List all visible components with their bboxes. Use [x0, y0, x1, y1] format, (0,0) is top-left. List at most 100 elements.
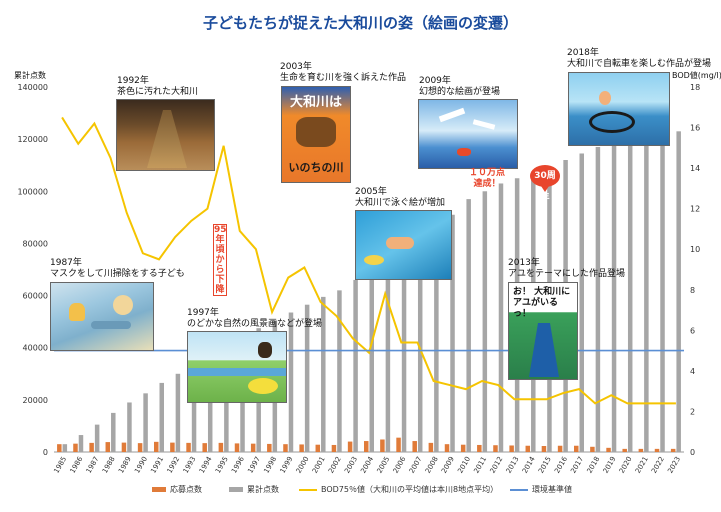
- x-tick-label: 1990: [133, 455, 149, 474]
- bar-cumulative: [321, 296, 326, 452]
- legend-swatch-award: [152, 487, 166, 492]
- x-tick-label: 2002: [327, 455, 343, 474]
- bar-cumulative: [304, 304, 310, 452]
- bar-award: [509, 445, 514, 452]
- milestone-2: 達成！: [473, 179, 501, 189]
- bar-cumulative: [660, 133, 665, 452]
- left-tick-label: 80000: [23, 239, 48, 248]
- x-tick-label: 2014: [521, 455, 537, 475]
- annotation-1992-text: 茶色に汚れた大和川: [117, 87, 199, 97]
- bar-cumulative: [111, 412, 116, 452]
- lines: [54, 116, 684, 405]
- bar-cumulative: [579, 153, 584, 452]
- x-tick-label: 2008: [424, 455, 440, 474]
- bar-award: [428, 442, 434, 452]
- bar-cumulative: [595, 146, 601, 452]
- painting-2005: [355, 210, 452, 280]
- left-tick-label: 100000: [17, 187, 48, 196]
- bar-cumulative: [450, 214, 455, 452]
- bar-award: [525, 445, 531, 452]
- bar-award: [121, 442, 127, 452]
- bar-cumulative: [207, 354, 213, 452]
- bar-cumulative: [337, 290, 342, 452]
- bar-award: [186, 442, 191, 452]
- bar-award: [89, 442, 94, 452]
- badge-30th: 30周年: [530, 165, 560, 203]
- x-tick-label: 2023: [666, 455, 682, 474]
- x-tick-label: 1986: [69, 455, 85, 475]
- vertical-note: 95年頃から下降: [213, 224, 227, 296]
- x-tick-label: 2009: [440, 455, 456, 474]
- x-tick-label: 1987: [85, 455, 101, 474]
- right-tick-label: 6: [690, 326, 695, 335]
- x-tick-label: 2007: [408, 455, 424, 474]
- bar-award: [347, 441, 353, 452]
- x-tick-label: 2016: [553, 455, 569, 475]
- x-tick-label: 1985: [52, 455, 68, 474]
- annotation-2018-year: 2018年: [567, 48, 599, 58]
- bar-cumulative: [466, 199, 471, 452]
- annotation-2013-text: アユをテーマにした作品登場: [508, 269, 626, 279]
- bar-cumulative: [62, 444, 68, 452]
- bar-cumulative: [94, 424, 100, 452]
- legend-item-standard: 環境基準値: [510, 484, 572, 495]
- x-tick-label: 2011: [472, 455, 488, 474]
- right-tick-label: 18: [690, 83, 700, 92]
- x-tick-label: 1992: [166, 455, 182, 474]
- x-tick-label: 2022: [650, 455, 666, 474]
- badge-tail: [541, 186, 549, 192]
- bar-cumulative: [127, 402, 132, 452]
- right-tick-label: 10: [690, 245, 700, 254]
- legend-swatch-cumulative: [229, 487, 243, 492]
- x-tick-label: 2017: [569, 455, 585, 474]
- x-tick-label: 1993: [182, 455, 198, 474]
- bar-cumulative: [353, 279, 358, 452]
- bar-award: [606, 447, 611, 452]
- bar-award: [331, 444, 337, 452]
- bar-cumulative: [434, 222, 439, 452]
- left-tick-label: 40000: [23, 344, 48, 353]
- bar-award: [638, 448, 644, 452]
- bar-cumulative: [369, 269, 374, 452]
- bar-award: [590, 446, 595, 452]
- bar-cumulative: [644, 136, 649, 453]
- x-tick-label: 1991: [149, 455, 165, 474]
- left-tick-label: 140000: [17, 83, 48, 92]
- legend-label-cumulative: 累計点数: [247, 485, 279, 494]
- painting-1992: [116, 99, 215, 171]
- x-tick-label: 2001: [311, 455, 327, 474]
- x-tick-label: 2020: [618, 455, 634, 474]
- x-tick-label: 2015: [537, 455, 553, 474]
- bar-cumulative: [159, 382, 164, 452]
- bar-award: [574, 445, 579, 452]
- bar-award: [444, 444, 450, 452]
- bar-award: [218, 442, 224, 452]
- bar-award: [315, 444, 321, 452]
- x-tick-label: 2003: [343, 455, 359, 474]
- bod-line: [61, 116, 676, 405]
- x-tick-label: 1998: [262, 455, 278, 474]
- x-tick-label: 2006: [392, 455, 408, 475]
- bar-award: [137, 443, 143, 452]
- right-tick-label: 4: [690, 367, 695, 376]
- right-tick-label: 8: [690, 286, 695, 295]
- annotation-2013-year: 2013年: [508, 258, 540, 268]
- page-title: 子どもたちが捉えた大和川の姿（絵画の変遷）: [202, 14, 518, 32]
- bar-cumulative: [78, 435, 84, 452]
- annotation-2005-year: 2005年: [355, 187, 387, 197]
- left-tick-label: 120000: [17, 135, 48, 144]
- legend-label-award: 応募点数: [170, 485, 202, 494]
- x-tick-label: 2018: [586, 455, 602, 474]
- left-tick-label: 20000: [23, 396, 48, 405]
- annotation-2018-text: 大和川で自転車を楽しむ作品が登場: [567, 59, 712, 69]
- bar-award: [202, 443, 207, 452]
- bar-award: [541, 446, 547, 452]
- right-tick-label: 16: [690, 124, 700, 133]
- x-tick-label: 1996: [230, 455, 246, 475]
- bar-award: [57, 444, 62, 452]
- bar-award: [170, 442, 175, 452]
- x-tick-label: 2010: [456, 455, 472, 474]
- bar-cumulative: [175, 373, 181, 452]
- x-tick-label: 2005: [376, 455, 392, 474]
- bar-award: [250, 443, 256, 452]
